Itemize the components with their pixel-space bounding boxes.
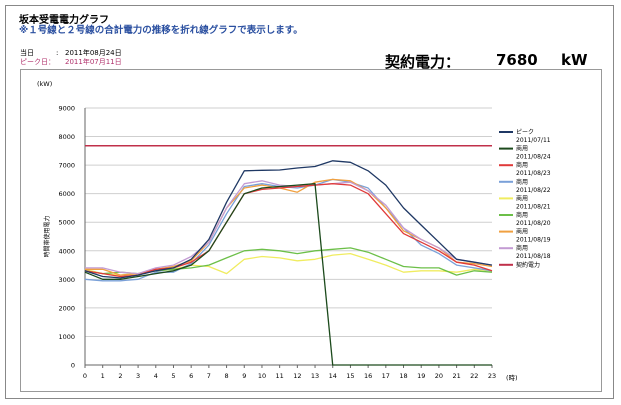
peak-date-row: ピーク日： 2011年07月11日 bbox=[20, 57, 122, 67]
x-tick-label: 20 bbox=[435, 372, 443, 380]
page-subtitle: ※１号線と２号線の合計電力の推移を折れ線グラフで表示します。 bbox=[19, 25, 303, 36]
legend-date: 2011/08/23 bbox=[516, 170, 551, 177]
x-tick-label: 8 bbox=[224, 372, 228, 380]
legend-label: 商用 bbox=[516, 244, 528, 252]
legend-date: 2011/08/19 bbox=[516, 237, 551, 244]
y-tick-label: 1000 bbox=[58, 333, 75, 341]
x-tick-label: 17 bbox=[382, 372, 390, 380]
x-tick-label: 7 bbox=[207, 372, 211, 380]
x-tick-label: 21 bbox=[452, 372, 460, 380]
legend-date: 2011/08/18 bbox=[516, 253, 551, 260]
y-tick-label: 8000 bbox=[58, 133, 75, 141]
x-tick-label: 12 bbox=[293, 372, 301, 380]
y-tick-label: 9000 bbox=[58, 105, 75, 113]
y-tick-label: 5000 bbox=[58, 219, 75, 227]
x-tick-label: 11 bbox=[276, 372, 284, 380]
legend-date: 2011/07/11 bbox=[516, 137, 551, 144]
x-tick-label: 6 bbox=[189, 372, 193, 380]
peak-date-label: ピーク日： bbox=[20, 58, 55, 66]
x-tick-label: 3 bbox=[136, 372, 140, 380]
legend-label: 商用 bbox=[516, 228, 528, 236]
y-tick-label: 3000 bbox=[58, 276, 75, 284]
x-tick-label: 18 bbox=[399, 372, 407, 380]
series-line-2011-08-24 bbox=[84, 183, 492, 366]
legend-label: ピーク bbox=[516, 129, 534, 136]
x-tick-label: 16 bbox=[364, 372, 372, 380]
contract-power-value: 7680 bbox=[496, 51, 538, 69]
contract-power-unit: kW bbox=[561, 51, 588, 69]
series-line-2011-07-11 bbox=[84, 160, 493, 279]
y-tick-label: 7000 bbox=[58, 162, 75, 170]
legend-label: 商用 bbox=[516, 211, 528, 219]
legend-label: 商用 bbox=[516, 145, 528, 153]
y-tick-label: 6000 bbox=[58, 190, 75, 198]
x-unit-label: (時) bbox=[506, 374, 518, 382]
y-tick-label: 4000 bbox=[58, 247, 75, 255]
series-line-2011-08-23 bbox=[84, 183, 493, 278]
peak-date-value: 2011年07月11日 bbox=[65, 58, 122, 66]
x-tick-label: 23 bbox=[488, 372, 496, 380]
legend-date: 2011/08/21 bbox=[516, 203, 551, 210]
legend-label: 契約電力 bbox=[516, 261, 540, 269]
x-tick-label: 4 bbox=[154, 372, 158, 380]
date-separator: : bbox=[56, 49, 59, 57]
x-tick-label: 13 bbox=[311, 372, 319, 380]
x-tick-label: 0 bbox=[83, 372, 87, 380]
y-axis-title: 時間帯使用電力 bbox=[43, 215, 51, 257]
contract-power-label: 契約電力： bbox=[385, 53, 461, 71]
page-title: 坂本受電電力グラフ bbox=[19, 15, 109, 26]
x-tick-label: 14 bbox=[329, 372, 337, 380]
x-tick-label: 5 bbox=[171, 372, 175, 380]
x-tick-label: 22 bbox=[470, 372, 478, 380]
x-tick-label: 19 bbox=[417, 372, 425, 380]
legend-date: 2011/08/22 bbox=[516, 187, 551, 194]
current-date-value: 2011年08月24日 bbox=[65, 49, 122, 57]
x-tick-label: 10 bbox=[258, 372, 266, 380]
current-date-row: 当日:2011年08月24日 bbox=[20, 48, 122, 58]
legend-label: 商用 bbox=[516, 178, 528, 186]
y-tick-label: 0 bbox=[71, 362, 75, 370]
x-tick-label: 15 bbox=[346, 372, 354, 380]
series-line-2011-08-22 bbox=[84, 178, 493, 282]
x-tick-label: 9 bbox=[242, 372, 246, 380]
current-date-label: 当日 bbox=[20, 49, 34, 57]
chart-container: 0 1000 2000 3000 4000 5000 6000 7000 8000 9000 0 1 2… bbox=[20, 69, 602, 392]
legend-label: 商用 bbox=[516, 194, 528, 202]
y-unit-label: (kW) bbox=[37, 80, 52, 88]
legend-date: 2011/08/20 bbox=[516, 220, 551, 227]
legend-date: 2011/08/24 bbox=[516, 154, 551, 161]
legend-label: 商用 bbox=[516, 161, 528, 169]
x-tick-label: 2 bbox=[118, 372, 122, 380]
y-tick-label: 2000 bbox=[58, 304, 75, 312]
x-tick-label: 1 bbox=[101, 372, 105, 380]
